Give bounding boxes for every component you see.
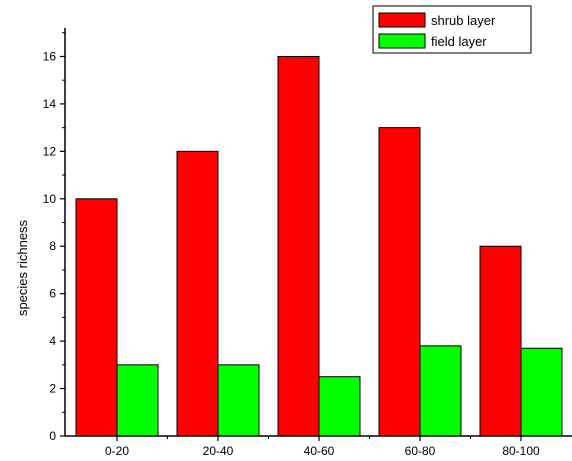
x-ticks-group: 0-20 20-40 40-60 60-80 80-100	[105, 436, 540, 458]
bar-shrub-layer-80-100	[479, 245, 522, 437]
x-tick-label: 60-80	[405, 444, 436, 458]
y-tick-label: 14	[43, 97, 57, 111]
y-tick-label: 12	[43, 144, 57, 158]
bar-shrub-layer-20-40	[176, 150, 219, 437]
y-tick-label: 4	[49, 334, 56, 348]
bar-field-layer-80-100	[520, 347, 563, 437]
legend-label: field layer	[431, 34, 487, 49]
y-tick-label: 8	[49, 239, 56, 253]
y-tick-label: 0	[49, 429, 56, 443]
bars-group	[75, 55, 563, 437]
legend-swatch	[378, 33, 426, 49]
x-tick-label: 40-60	[304, 444, 335, 458]
bar-field-layer-20-40	[217, 364, 260, 437]
y-tick-label: 2	[49, 382, 56, 396]
legend: shrub layer field layer	[372, 5, 532, 54]
x-tick-label: 80-100	[502, 444, 540, 458]
bar-field-layer-0-20	[116, 364, 159, 437]
legend-swatch	[378, 12, 426, 28]
bar-field-layer-60-80	[419, 345, 462, 437]
bar-shrub-layer-40-60	[277, 55, 320, 437]
x-tick-label: 0-20	[105, 444, 129, 458]
x-tick-label: 20-40	[203, 444, 234, 458]
y-tick-label: 6	[49, 287, 56, 301]
legend-label: shrub layer	[431, 13, 496, 28]
y-tick-label: 16	[43, 49, 57, 63]
bar-shrub-layer-0-20	[75, 198, 118, 437]
y-axis-title: species richness	[15, 219, 30, 316]
bar-shrub-layer-60-80	[378, 127, 421, 437]
y-ticks-group: 0 2 4 6 8 10 12 14 16	[43, 32, 65, 443]
bar-field-layer-40-60	[318, 376, 361, 437]
y-tick-label: 10	[43, 192, 57, 206]
